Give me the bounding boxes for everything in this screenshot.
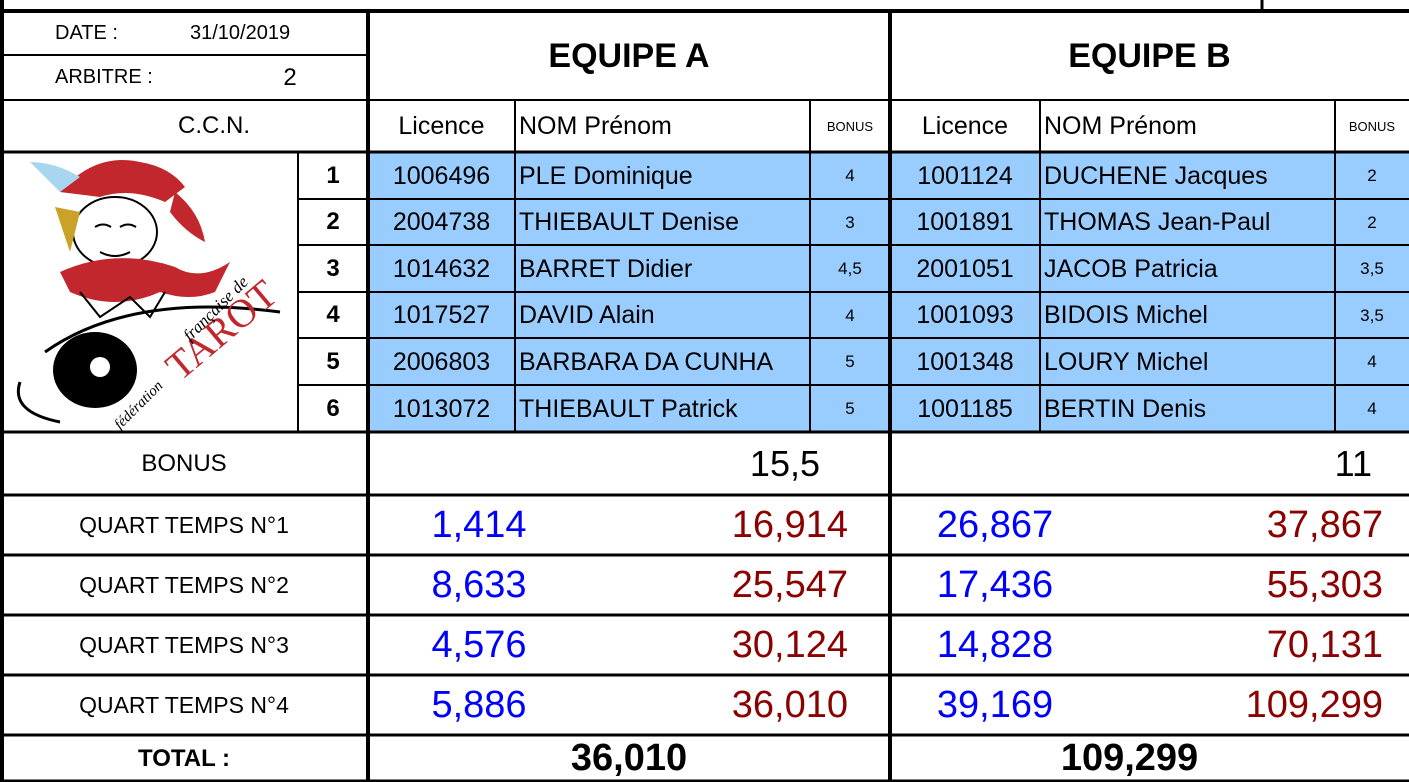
cell-borders [0,0,1409,782]
spreadsheet: TAROT française de fédération DATE :31/1… [0,0,1409,782]
